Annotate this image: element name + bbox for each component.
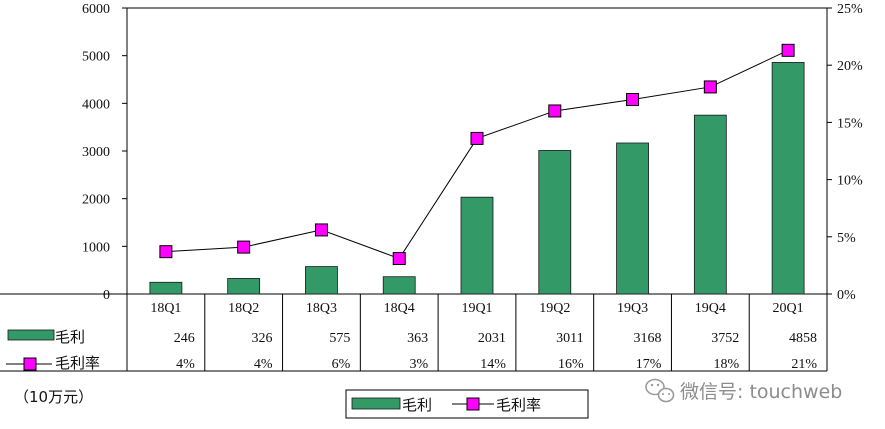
marker-19Q4 [703,80,717,94]
bar-19Q4 [693,114,727,295]
marker-20Q1 [781,43,795,57]
table-key-bar [7,329,55,341]
marker-18Q1 [159,245,173,259]
marker-19Q1 [470,131,484,145]
x-tick-label: 18Q4 [384,301,415,316]
y-left-tick-label: 5000 [82,50,110,65]
marker-19Q2 [548,104,562,118]
table-cell: 326 [252,331,273,346]
table-cell: 4858 [789,331,817,346]
y-right-tick-label: 20% [837,59,863,74]
y-left-tick-label: 0 [103,288,110,303]
bar-18Q1 [149,281,183,295]
bar-19Q3 [616,142,649,295]
table-cell: 6% [332,357,351,372]
table-key-marker [23,357,37,371]
y-left-tick-label: 2000 [82,193,110,208]
wechat-icon [645,378,675,403]
y-left-tick-label: 1000 [82,240,110,255]
legend-line-label: 毛利率 [496,396,541,414]
table-cell: 3011 [556,331,583,346]
line-series [159,43,795,266]
watermark: 微信号: touchweb [645,378,842,403]
bar-18Q2 [227,278,261,295]
table-cell: 3752 [711,331,739,346]
y-right-tick-label: 10% [837,174,863,189]
table-cell: 17% [636,357,662,372]
bar-19Q2 [538,150,572,295]
table-cell: 18% [714,357,740,372]
bar-18Q3 [305,266,338,295]
marker-19Q3 [626,93,640,107]
x-tick-label: 20Q1 [773,301,804,316]
x-tick-label: 19Q3 [617,301,648,316]
legend: 毛利 毛利率 [345,389,589,419]
table-row-label: 毛利率 [55,354,100,372]
unit-note: （10万元） [14,388,93,406]
legend-marker-swatch [466,397,480,411]
y-right-tick-label: 15% [837,116,863,131]
y-right-tick-label: 5% [837,231,856,246]
legend-bar-swatch [351,397,401,410]
table-cell: 14% [480,357,506,372]
bar-series [149,62,805,295]
y-left-tick-label: 3000 [82,145,110,160]
table-cell: 2031 [478,331,506,346]
x-tick-label: 19Q2 [539,301,570,316]
x-tick-label: 19Q4 [695,301,726,316]
bar-20Q1 [771,62,805,295]
table-row-label: 毛利 [55,328,85,346]
marker-18Q3 [314,223,328,237]
table-cell: 575 [329,331,350,346]
bar-18Q4 [382,276,416,295]
table-cell: 16% [558,357,584,372]
x-tick-label: 18Q1 [150,301,181,316]
watermark-text: 微信号: touchweb [680,381,842,403]
marker-18Q2 [237,240,251,254]
y-left-tick-label: 6000 [82,2,110,17]
y-right-tick-label: 25% [837,2,863,17]
table-cell: 4% [176,357,195,372]
data-table: 18Q1 18Q2 18Q3 18Q4 19Q1 19Q2 19Q3 19Q4 20Q1 毛利 24… [0,293,828,406]
marker-18Q4 [392,252,406,266]
legend-bar-label: 毛利 [402,396,432,414]
x-tick-label: 18Q3 [306,301,337,316]
x-tick-label: 19Q1 [461,301,492,316]
y-left-tick-label: 4000 [82,97,110,112]
bar-19Q1 [460,196,494,295]
table-cell: 3% [409,357,428,372]
table-cell: 3168 [633,331,661,346]
table-cell: 246 [174,331,195,346]
table-cell: 21% [791,357,817,372]
x-tick-label: 18Q2 [228,301,259,316]
table-cell: 363 [407,331,428,346]
table-cell: 4% [254,357,273,372]
y-right-tick-label: 0% [837,288,856,303]
